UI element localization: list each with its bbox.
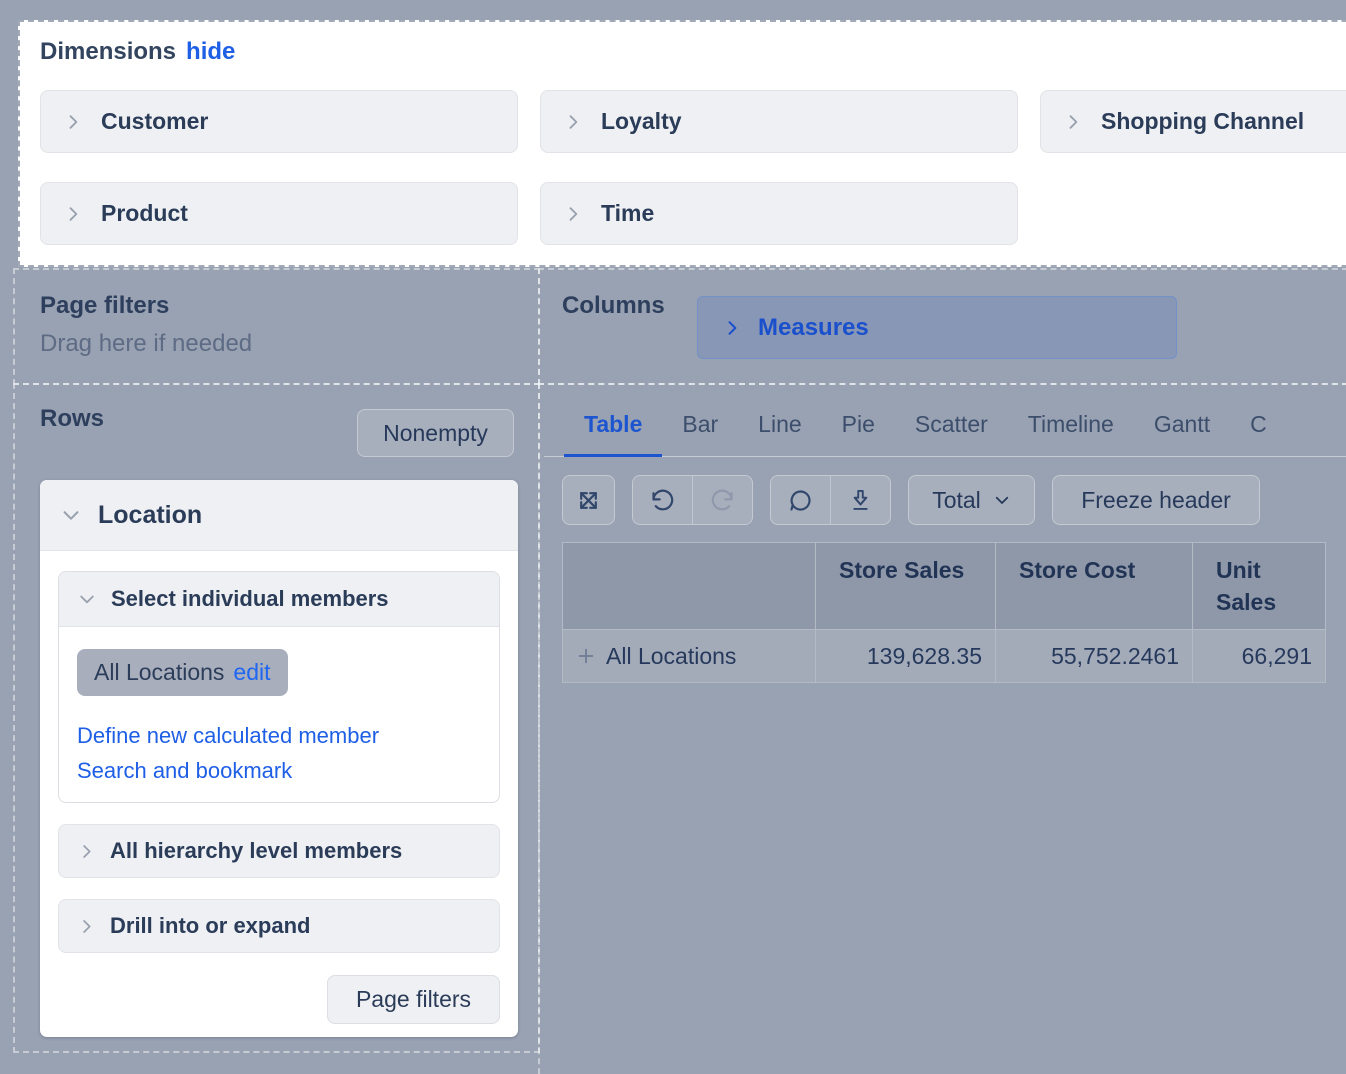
total-dropdown[interactable]: Total [908,475,1035,525]
redo-button[interactable] [692,476,752,524]
row-label: All Locations [606,642,737,669]
chevron-right-icon [563,112,583,132]
chevron-right-icon [1063,112,1083,132]
tab-table[interactable]: Table [564,395,663,457]
define-calculated-member-link[interactable]: Define new calculated member [77,723,380,748]
dimension-chip-shopping-channel[interactable]: Shopping Channel [1040,90,1346,153]
download-icon [847,487,874,514]
chevron-right-icon [77,917,96,936]
dimension-chip-label: Customer [101,108,209,134]
plus-icon[interactable] [575,645,597,667]
hide-link[interactable]: hide [186,38,236,65]
comment-icon [787,487,814,514]
location-panel-header[interactable]: Location [40,480,518,551]
download-button[interactable] [830,476,890,524]
all-hierarchy-level-members-section[interactable]: All hierarchy level members [58,824,500,878]
all-locations-selection-chip[interactable]: All Locations edit [77,649,288,696]
dimensions-title: Dimensions [40,38,177,65]
location-panel-title: Location [98,500,203,529]
select-individual-members-section: Select individual members All Locations e… [58,571,500,803]
tab-timeline[interactable]: Timeline [1027,411,1114,437]
search-and-bookmark-link[interactable]: Search and bookmark [77,758,293,783]
page-filters-hint: Drag here if needed [40,330,253,357]
dimensions-panel: Dimensions hide Customer Loyalty Shopping… [18,20,1346,267]
visualization-zone: Table Bar Line Pie Scatter Timeline Gant… [538,383,1346,1074]
column-header-store-sales[interactable]: Store Sales [816,543,996,630]
page-filters-button[interactable]: Page filters [327,975,500,1024]
tab-clipped[interactable]: C [1250,411,1267,437]
pivot-table: Store Sales Store Cost Unit Sales All Lo… [562,542,1326,683]
view-tabs: Table Bar Line Pie Scatter Timeline Gant… [544,395,1346,457]
edit-link[interactable]: edit [233,659,271,685]
tab-line[interactable]: Line [758,411,802,437]
nonempty-button[interactable]: Nonempty [357,409,514,457]
chevron-right-icon [563,204,583,224]
select-individual-members-title: Select individual members [111,586,389,611]
dimension-chip-label: Shopping Channel [1101,108,1305,134]
dimension-chip-customer[interactable]: Customer [40,90,518,153]
cell-unit-sales[interactable]: 66,291 [1193,630,1326,683]
dimension-chip-label: Product [101,200,188,226]
dimension-chip-label: Time [601,200,655,226]
selection-label: All Locations [94,659,225,685]
member-action-links: Define new calculated member Search and … [77,718,481,788]
total-dropdown-label: Total [932,486,981,513]
page-filters-title: Page filters [40,292,170,319]
chevron-right-icon [722,318,742,338]
tab-bar[interactable]: Bar [682,411,719,437]
page-filters-dropzone[interactable]: Page filters Drag here if needed [13,268,540,385]
comment-export-group [770,475,891,525]
chevron-down-icon [993,491,1011,509]
redo-icon [709,487,736,514]
columns-title: Columns [562,292,665,319]
undo-icon [649,487,676,514]
columns-dropzone[interactable]: Columns Measures [538,268,1346,385]
chevron-down-icon [77,589,97,609]
cell-store-cost[interactable]: 55,752.2461 [996,630,1193,683]
drill-into-or-expand-section[interactable]: Drill into or expand [58,899,500,953]
table-toolbar: Total Freeze header [562,475,1260,525]
expand-icon [575,487,602,514]
undo-button[interactable] [633,476,692,524]
freeze-header-label: Freeze header [1081,486,1231,513]
corner-header-cell [563,543,816,630]
select-individual-members-body: All Locations edit Define new calculated … [59,627,499,802]
dimension-chip-loyalty[interactable]: Loyalty [540,90,1018,153]
select-individual-members-header[interactable]: Select individual members [59,572,499,627]
column-header-unit-sales[interactable]: Unit Sales [1193,543,1326,630]
drill-into-or-expand-label: Drill into or expand [110,913,311,938]
tab-gantt[interactable]: Gantt [1153,411,1211,437]
freeze-header-button[interactable]: Freeze header [1052,475,1260,525]
page-filters-button-label: Page filters [355,986,472,1012]
chevron-right-icon [63,112,83,132]
chevron-right-icon [77,842,96,861]
dimension-chip-label: Loyalty [601,108,682,134]
comment-button[interactable] [771,476,830,524]
location-panel-body: Select individual members All Locations e… [40,551,518,1042]
expand-fullscreen-button[interactable] [562,475,615,525]
measures-chip-label: Measures [758,313,869,341]
location-panel: Location Select individual members All L… [40,480,518,1037]
dimension-chip-product[interactable]: Product [40,182,518,245]
dimensions-chip-list: Customer Loyalty Shopping Channel Produc… [40,90,1346,245]
rows-title: Rows [40,405,105,432]
chevron-right-icon [63,204,83,224]
all-hierarchy-level-members-label: All hierarchy level members [110,838,403,863]
measures-chip[interactable]: Measures [697,296,1177,359]
rows-dropzone[interactable]: Rows Nonempty Location Select individual [13,383,540,1053]
row-header-all-locations[interactable]: All Locations [563,630,816,683]
column-header-store-cost[interactable]: Store Cost [996,543,1193,630]
nonempty-button-label: Nonempty [383,419,488,446]
tab-scatter[interactable]: Scatter [914,411,988,437]
tab-pie[interactable]: Pie [841,411,875,437]
dimension-chip-time[interactable]: Time [540,182,1018,245]
cell-store-sales[interactable]: 139,628.35 [816,630,996,683]
undo-redo-group [632,475,753,525]
chevron-down-icon [60,504,82,526]
